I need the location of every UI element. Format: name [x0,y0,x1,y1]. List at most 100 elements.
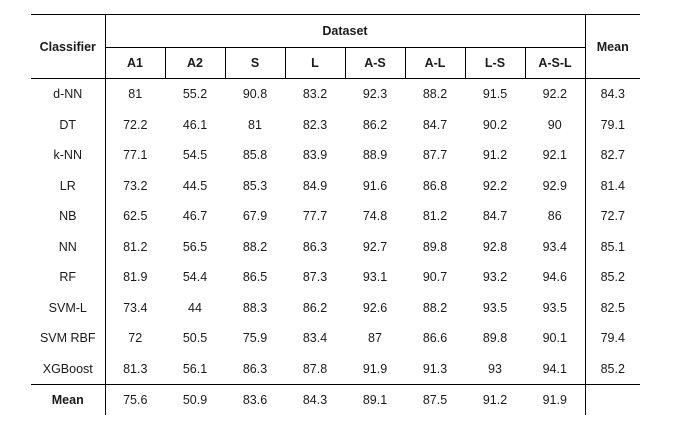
score-cell: 85.3 [242,178,268,193]
score-cell: 44 [188,300,202,315]
classifier-name: LR [59,178,76,193]
score-cell: 91.9 [345,353,405,385]
score-cell: 90.1 [525,323,586,354]
mean-cell: 83.6 [225,384,285,415]
score-cell: 81.2 [422,209,448,224]
row-mean-cell: 85.2 [600,270,625,285]
score-cell: 73.4 [104,292,165,323]
score-cell: 92.8 [482,239,508,254]
score-cell: 81.9 [104,262,165,293]
score-cell: 92.2 [525,78,586,110]
score-cell: 81 [248,117,262,132]
score-cell: 81.2 [104,231,165,262]
classifier-name: XGBoost [31,353,105,385]
score-cell: 86.2 [362,117,388,132]
row-mean-cell: 82.5 [600,300,625,315]
score-cell: 44.5 [182,178,208,193]
table-row: DT 72.2 46.1 81 82.3 86.2 84.7 90.2 90 79.1 [31,109,640,140]
mean-cell: 50.9 [165,384,225,415]
score-cell: 83.4 [302,331,328,346]
mean-header: Mean [585,14,640,79]
score-cell: 72.2 [104,109,165,140]
score-cell: 88.2 [422,87,448,102]
row-mean-cell: 81.4 [600,178,625,193]
score-cell: 92.2 [482,178,508,193]
score-cell: 74.8 [362,209,388,224]
dataset-col-header: L-S [464,47,525,79]
dataset-col-header: L [284,47,345,79]
dataset-col-header: A1 [104,47,165,79]
score-cell: 92.9 [525,170,586,201]
table-row: XGBoost 81.3 56.1 86.3 87.8 91.9 91.3 93 94.1 85.… [31,353,640,385]
dataset-col-header: A2 [164,47,225,79]
mean-cell: 87.5 [405,384,465,415]
score-cell: 93.5 [482,300,508,315]
dataset-header: Dataset [104,14,586,48]
score-cell: 75.9 [242,331,268,346]
classifier-name: d-NN [53,87,83,102]
score-cell: 86.3 [225,353,285,385]
score-cell: 73.2 [104,170,165,201]
row-mean-cell: 84.3 [600,87,625,102]
score-cell: 94.1 [525,353,586,385]
score-cell: 46.1 [182,117,208,132]
score-cell: 89.8 [422,239,448,254]
classifier-name: NN [58,239,77,254]
score-cell: 92.6 [362,300,388,315]
score-cell: 90.7 [422,270,448,285]
table-row: RF 81.9 54.4 86.5 87.3 93.1 90.7 93.2 94.6 85.2 [31,262,640,293]
score-cell: 86.5 [242,270,268,285]
score-cell: 83.2 [302,87,328,102]
score-cell: 54.5 [182,148,208,163]
score-cell: 87.3 [302,270,328,285]
score-cell: 93.1 [362,270,388,285]
table-row: NB 62.5 46.7 67.9 77.7 74.8 81.2 84.7 86 72.7 [31,201,640,232]
grand-mean-cell [585,384,640,415]
score-cell: 88.3 [242,300,268,315]
score-cell: 82.3 [302,117,328,132]
mean-cell: 91.9 [525,384,586,415]
score-cell: 92.3 [362,87,388,102]
score-cell: 87.8 [285,353,345,385]
row-mean-cell: 79.1 [600,117,625,132]
mean-cell: 89.1 [345,384,405,415]
score-cell: 88.2 [422,300,448,315]
table-row: LR 73.2 44.5 85.3 84.9 91.6 86.8 92.2 92.9 81.4 [31,170,640,201]
classifier-name: NB [59,209,77,224]
classifier-name: SVM-L [48,300,87,315]
score-cell: 85.8 [242,148,268,163]
score-cell: 87.7 [422,148,448,163]
table-row: k-NN 77.1 54.5 85.8 83.9 88.9 87.7 91.2 92.1 82.7 [31,140,640,171]
score-cell: 91.5 [482,87,508,102]
score-cell: 91.2 [482,148,508,163]
score-cell: 46.7 [182,209,208,224]
table-row: d-NN 81 55.2 90.8 83.2 92.3 88.2 91.5 92.2 84.3 [31,78,640,110]
dataset-col-header: A-S [344,47,405,79]
score-cell: 72 [104,323,165,354]
dataset-col-header: A-S-L [524,47,586,79]
score-cell: 83.9 [302,148,328,163]
score-cell: 56.1 [165,353,225,385]
score-cell: 67.9 [242,209,268,224]
score-cell: 56.5 [182,239,208,254]
dataset-col-header: S [224,47,285,79]
score-cell: 55.2 [182,87,208,102]
score-cell: 89.8 [482,331,508,346]
score-cell: 81.3 [104,353,165,385]
score-cell: 81 [104,78,165,110]
score-cell: 86.3 [302,239,328,254]
classifier-name: SVM RBF [39,331,96,346]
score-cell: 93 [465,353,525,385]
score-cell: 93.4 [525,231,586,262]
table-row: NN 81.2 56.5 88.2 86.3 92.7 89.8 92.8 93.4 85.1 [31,231,640,262]
score-cell: 84.9 [302,178,328,193]
classifier-header: Classifier [31,14,105,79]
row-mean-cell: 82.7 [600,148,625,163]
mean-cell: 84.3 [285,384,345,415]
score-cell: 88.9 [362,148,388,163]
row-mean-cell: 79.4 [600,331,625,346]
score-cell: 88.2 [242,239,268,254]
score-cell: 87 [368,331,382,346]
score-cell: 86.6 [422,331,448,346]
row-mean-cell: 85.1 [600,239,625,254]
